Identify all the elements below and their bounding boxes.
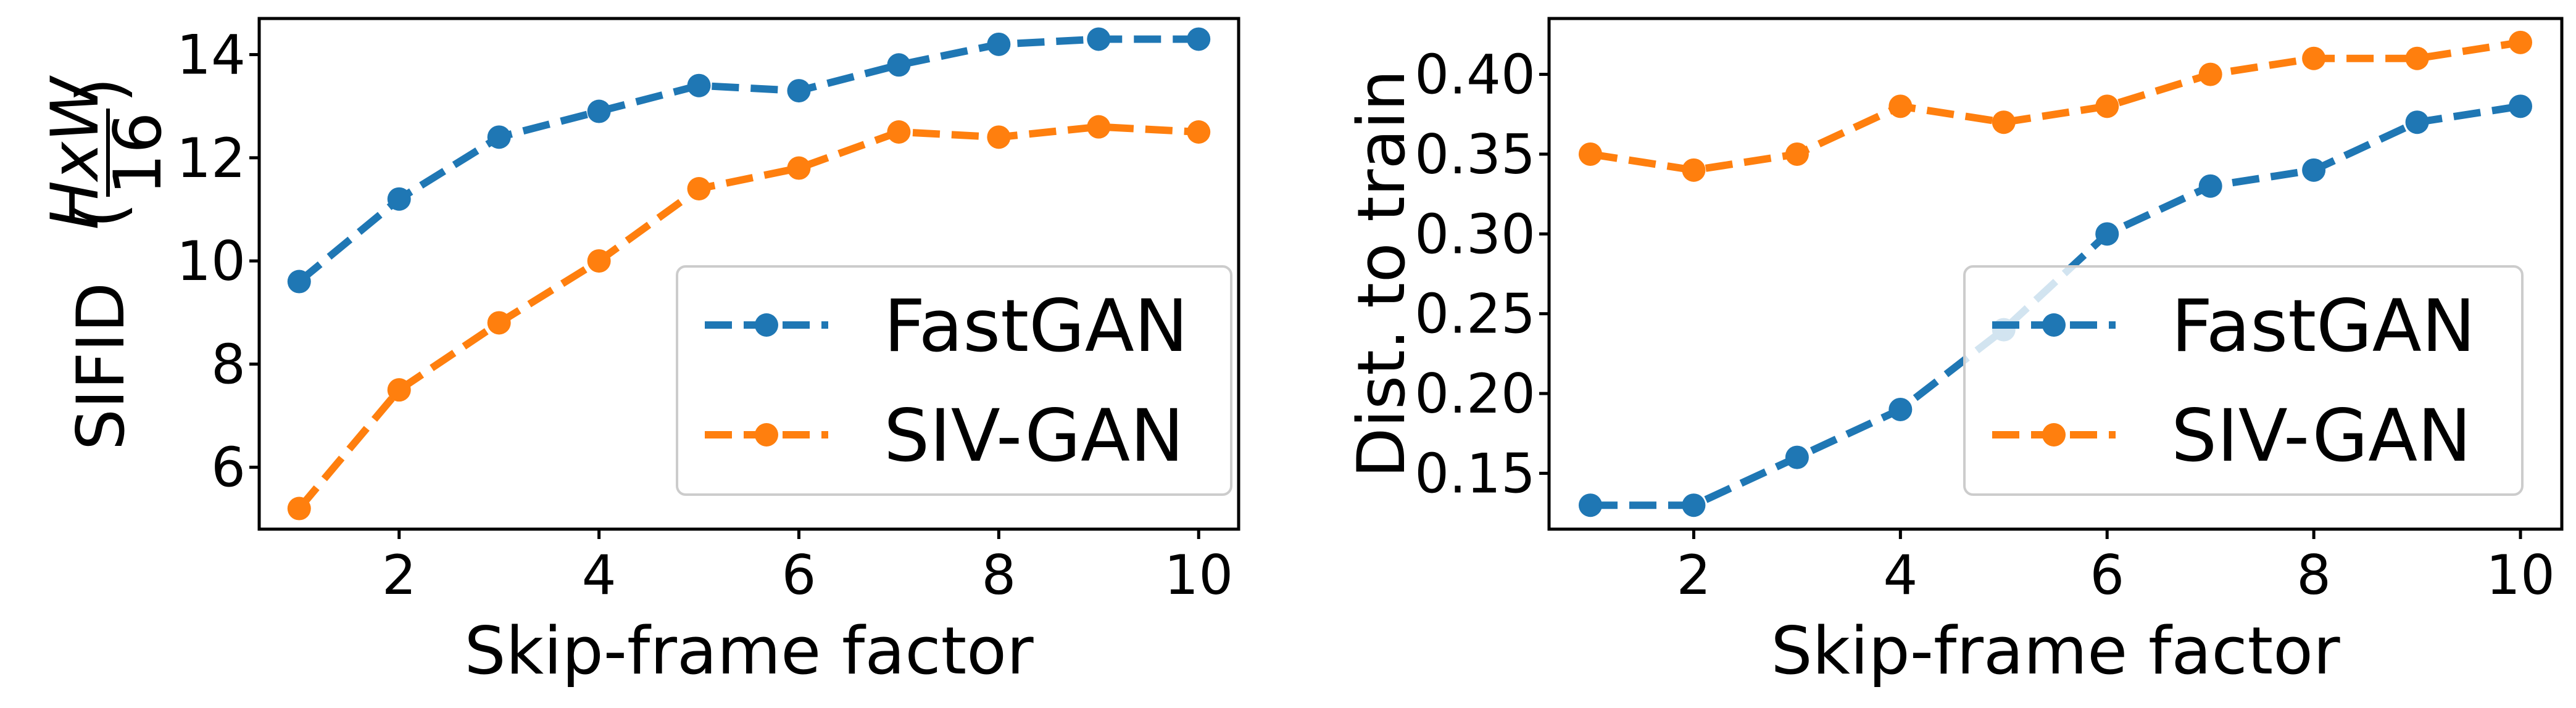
x-tick-label: 4 bbox=[582, 543, 617, 607]
data-point-fastgan bbox=[1187, 27, 1211, 51]
y-tick-label: 12 bbox=[177, 126, 246, 190]
series-line-siv-gan bbox=[296, 123, 1199, 511]
legend-label-fastgan: FastGAN bbox=[884, 284, 1188, 368]
data-point-siv-gan bbox=[887, 120, 911, 144]
data-point-fastgan bbox=[887, 53, 911, 77]
y-tick-label: 0.25 bbox=[1415, 282, 1535, 346]
x-tick-label: 4 bbox=[1883, 543, 1917, 607]
data-point-fastgan bbox=[1682, 493, 1706, 517]
y-label-numerator: HxW bbox=[37, 75, 113, 229]
legend-label-siv-gan: SIV-GAN bbox=[2171, 393, 2472, 478]
data-point-siv-gan bbox=[2095, 94, 2119, 118]
data-point-fastgan bbox=[1888, 397, 1913, 421]
y-label-paren-open: ( bbox=[63, 202, 139, 228]
chart-sifid: 2 4 6 8 10 6 8 10 12 14 Skip-frame factor SIFID (HxW… bbox=[37, 17, 1240, 689]
data-point-siv-gan bbox=[2198, 62, 2222, 86]
data-point-siv-gan bbox=[1682, 158, 1706, 182]
y-tick-label: 10 bbox=[177, 229, 246, 293]
data-point-fastgan bbox=[987, 32, 1011, 56]
x-tick-label: 8 bbox=[981, 543, 1016, 607]
data-point-fastgan bbox=[2302, 158, 2326, 182]
series-line-fastgan bbox=[296, 35, 1199, 285]
data-point-fastgan bbox=[387, 187, 411, 211]
data-point-fastgan bbox=[2198, 174, 2222, 198]
axes-frame bbox=[1547, 17, 2564, 531]
data-point-fastgan bbox=[287, 270, 311, 294]
x-tick-label: 6 bbox=[781, 543, 816, 607]
y-tick-label: 0.15 bbox=[1415, 442, 1535, 505]
legend-marker-siv-gan bbox=[2042, 423, 2066, 447]
data-point-fastgan bbox=[1785, 445, 1809, 469]
legend-box bbox=[1963, 265, 2524, 496]
x-tick-label: 10 bbox=[2486, 543, 2555, 607]
data-point-siv-gan bbox=[2302, 46, 2326, 70]
data-point-siv-gan bbox=[787, 156, 811, 180]
y-tick-label: 0.40 bbox=[1415, 43, 1535, 107]
chart-dist-to-train: 2 4 6 8 10 0.15 0.20 0.25 0.30 0.35 0.40 Skip-frame… bbox=[1344, 17, 2564, 689]
legend-marker-siv-gan bbox=[755, 423, 778, 447]
data-point-siv-gan bbox=[287, 496, 311, 521]
data-point-fastgan bbox=[2509, 94, 2533, 118]
data-point-siv-gan bbox=[687, 177, 711, 200]
data-point-fastgan bbox=[1087, 27, 1111, 51]
legend-label-siv-gan: SIV-GAN bbox=[884, 393, 1184, 478]
y-tick-label: 14 bbox=[177, 23, 246, 87]
y-label-denominator: 16 bbox=[100, 112, 176, 196]
legend-marker-fastgan bbox=[2042, 313, 2066, 337]
data-point-fastgan bbox=[2095, 222, 2119, 246]
x-tick-label: 2 bbox=[1676, 543, 1711, 607]
data-point-siv-gan bbox=[987, 125, 1011, 149]
data-point-fastgan bbox=[787, 79, 811, 103]
data-point-siv-gan bbox=[587, 249, 611, 273]
y-tick-label: 8 bbox=[211, 332, 246, 396]
data-point-fastgan bbox=[2405, 110, 2429, 134]
legend-marker-fastgan bbox=[755, 313, 778, 337]
series-line-siv-gan bbox=[1590, 38, 2521, 174]
data-point-fastgan bbox=[1578, 493, 1602, 517]
x-axis-label: Skip-frame factor bbox=[464, 613, 1034, 689]
x-axis-label: Skip-frame factor bbox=[1771, 613, 2340, 689]
y-tick-label: 0.30 bbox=[1415, 202, 1535, 266]
data-point-siv-gan bbox=[1578, 142, 1602, 166]
y-tick-label: 6 bbox=[211, 436, 246, 500]
x-tick-label: 6 bbox=[2090, 543, 2124, 607]
data-point-fastgan bbox=[687, 73, 711, 97]
y-label-paren-close: ) bbox=[63, 77, 139, 102]
y-tick-label: 0.35 bbox=[1415, 123, 1535, 186]
data-point-siv-gan bbox=[2509, 30, 2533, 54]
axes-frame bbox=[257, 17, 1240, 531]
data-point-siv-gan bbox=[1888, 94, 1913, 118]
data-point-siv-gan bbox=[387, 378, 411, 402]
y-tick-label: 0.20 bbox=[1415, 362, 1535, 426]
legend-box bbox=[676, 265, 1232, 496]
x-tick-label: 8 bbox=[2296, 543, 2331, 607]
legend-label-fastgan: FastGAN bbox=[2171, 284, 2475, 368]
data-point-fastgan bbox=[587, 99, 611, 123]
data-point-siv-gan bbox=[1087, 115, 1111, 139]
data-point-siv-gan bbox=[1992, 110, 2016, 134]
x-tick-label: 10 bbox=[1164, 543, 1233, 607]
x-tick-label: 2 bbox=[382, 543, 417, 607]
y-axis-label: SIFID bbox=[63, 282, 139, 450]
y-axis-label: Dist. to train bbox=[1344, 70, 1419, 478]
data-point-siv-gan bbox=[2405, 46, 2429, 70]
data-point-siv-gan bbox=[487, 311, 511, 335]
data-point-fastgan bbox=[487, 125, 511, 149]
data-point-siv-gan bbox=[1187, 120, 1211, 144]
data-point-siv-gan bbox=[1785, 142, 1809, 166]
